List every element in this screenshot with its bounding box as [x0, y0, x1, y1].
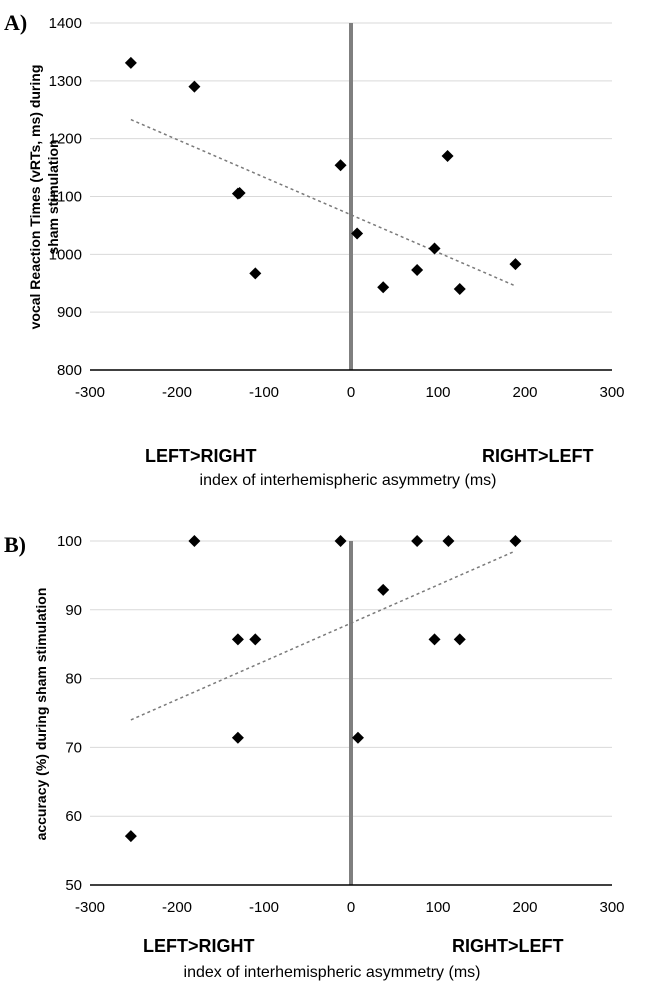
panel-b-xtick-label: 200	[512, 899, 537, 916]
panel-a-data-point	[249, 267, 262, 280]
panel-b-xlabel: index of interhemispheric asymmetry (ms)	[184, 964, 481, 981]
panel-a-data-point	[509, 258, 522, 271]
panel-b-data-point	[442, 535, 455, 547]
panel-a-xtick-label: 200	[512, 384, 537, 401]
panel-a-right-annotation: RIGHT>LEFT	[482, 446, 594, 466]
panel-a: 800 900 1000 1100 1200 1300 1400 -300 -200 -100 0…	[4, 10, 625, 489]
panel-b-data-point	[249, 633, 262, 646]
panel-a-xtick-label: -300	[75, 384, 105, 401]
panel-b-data-point	[351, 731, 364, 744]
panel-a-xtick-label: 300	[599, 384, 624, 401]
panel-b-xtick-label: -300	[75, 899, 105, 916]
panel-a-data-point	[351, 227, 364, 240]
panel-a-ytick-label: 1200	[49, 131, 82, 148]
panel-b-ytick-label: 90	[65, 602, 82, 619]
panel-b-data-point	[377, 583, 390, 596]
panel-b-xtick-label: -200	[162, 899, 192, 916]
panel-a-data-point	[441, 150, 454, 163]
panel-a-yticks: 800 900 1000 1100 1200 1300 1400	[49, 15, 82, 379]
panel-b-ytick-label: 80	[65, 671, 82, 688]
panel-a-ytick-label: 1000	[49, 246, 82, 263]
panel-b-trendline	[130, 550, 515, 721]
panel-a-data-point	[411, 263, 424, 276]
panel-b-data-point	[428, 633, 441, 646]
panel-b-data-point	[124, 830, 137, 843]
panel-a-trendline	[130, 118, 515, 287]
panel-b-right-annotation: RIGHT>LEFT	[452, 936, 564, 956]
panel-a-ytick-label: 1400	[49, 15, 82, 32]
panel-a-data-point	[334, 159, 347, 172]
panel-a-data-point	[453, 283, 466, 296]
panel-b-data-point	[509, 535, 522, 547]
panel-b-left-annotation: LEFT>RIGHT	[143, 936, 255, 956]
panel-b-xtick-label: 0	[347, 899, 355, 916]
panel-a-xticks: -300 -200 -100 0 100 200 300	[75, 384, 625, 401]
panel-a-left-annotation: LEFT>RIGHT	[145, 446, 257, 466]
panel-a-xtick-label: 100	[425, 384, 450, 401]
panel-b-ytick-label: 70	[65, 739, 82, 756]
panel-a-xlabel: index of interhemispheric asymmetry (ms)	[200, 472, 497, 489]
panel-a-data-point	[188, 80, 201, 93]
panel-a-data-point	[377, 281, 390, 294]
panel-b-data-point	[411, 535, 424, 547]
panel-b-data-point	[188, 535, 201, 547]
panel-a-data-point	[124, 56, 137, 69]
panel-a-xtick-label: 0	[347, 384, 355, 401]
panel-b-ylabel: accuracy (%) during sham stimulation	[33, 588, 49, 841]
panel-a-points	[124, 56, 522, 296]
panel-b-points	[124, 535, 522, 843]
panel-a-label: A)	[4, 10, 27, 35]
panel-b-data-point	[453, 633, 466, 646]
panel-b-xtick-label: 100	[425, 899, 450, 916]
panel-b-xtick-label: 300	[599, 899, 624, 916]
panel-b-label: B)	[4, 532, 26, 557]
panel-a-data-point	[233, 187, 246, 200]
panel-a-xtick-label: -200	[162, 384, 192, 401]
panel-a-ytick-label: 1300	[49, 73, 82, 90]
panel-a-data-point	[428, 242, 441, 255]
panel-b-yticks: 50 60 70 80 90 100	[57, 533, 82, 894]
panel-b-xtick-label: -100	[249, 899, 279, 916]
panel-a-ylabel-line1: vocal Reaction Times (vRTs, ms) during	[27, 65, 43, 330]
panel-b-data-point	[231, 731, 244, 744]
panel-b-data-point	[334, 535, 347, 547]
panel-b-data-point	[231, 633, 244, 646]
panel-a-ylabel-line2: sham stimulation	[45, 139, 61, 254]
panel-b-xticks: -300 -200 -100 0 100 200 300	[75, 899, 625, 916]
panel-a-ytick-label: 800	[57, 362, 82, 379]
panel-b-ytick-label: 50	[65, 877, 82, 894]
panel-b-ytick-label: 100	[57, 533, 82, 550]
panel-a-ytick-label: 900	[57, 304, 82, 321]
panel-a-ytick-label: 1100	[50, 189, 82, 206]
panel-b-ytick-label: 60	[65, 808, 82, 825]
panel-a-xtick-label: -100	[249, 384, 279, 401]
